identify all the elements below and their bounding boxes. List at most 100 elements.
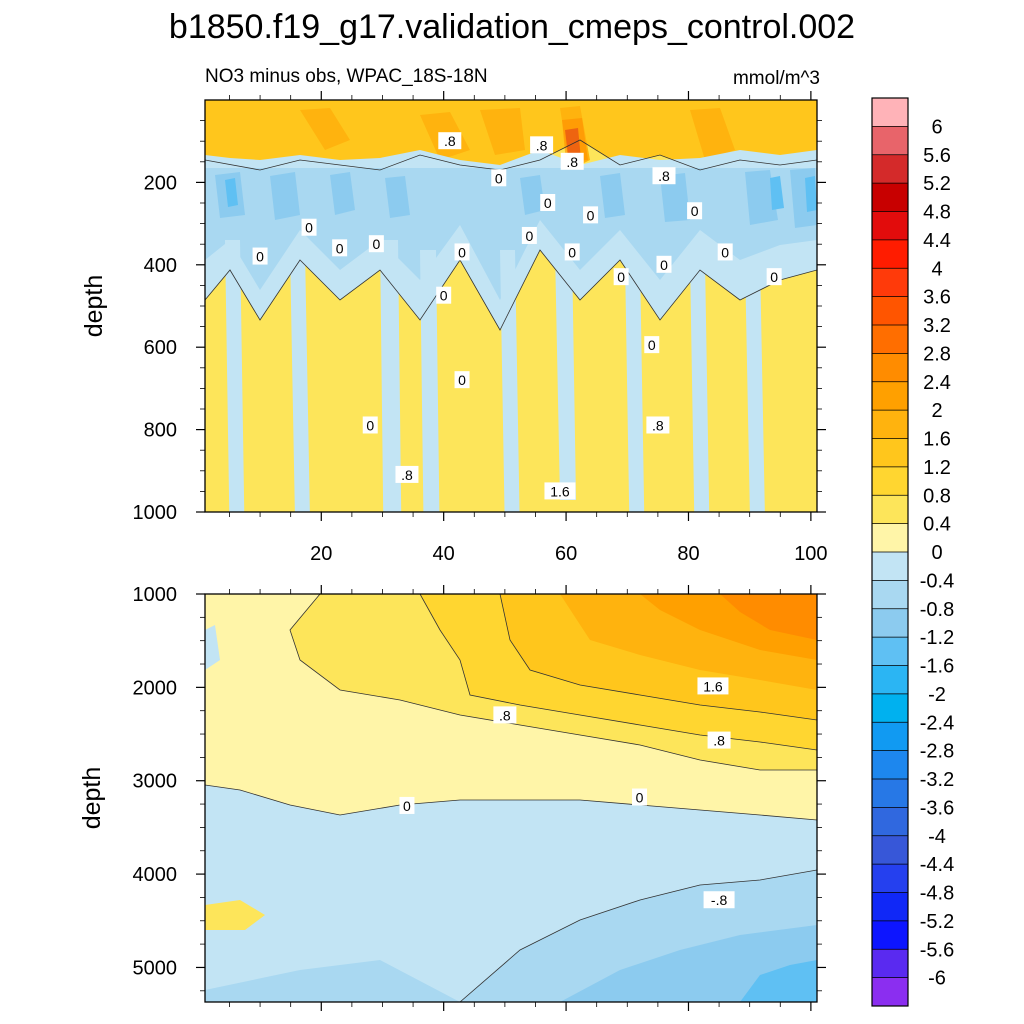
contour-label-text: .8 [499,707,511,723]
colorbar-label: 3.6 [923,287,951,309]
lower-contour-label: -.8 [703,891,735,909]
upper-contour-label: 0 [564,243,580,261]
colorbar-swatch [872,580,908,610]
lower-contour-labels: 1.6 .8 .8 0 0 -.8 [399,677,735,909]
upper-xtick-label: 20 [310,543,332,565]
contour-label-text: -.8 [711,892,728,908]
contour-label-bg [544,482,576,500]
contour-label-text: 0 [568,244,576,260]
colorbar-swatch [872,154,908,184]
colorbar-swatch [872,268,908,298]
colorbar-label: -2.4 [920,712,954,734]
upper-contour-label: 0 [368,235,384,253]
contour-label-bg [632,788,648,806]
colorbar-label: 4 [931,258,942,280]
colorbar-label: -4 [928,826,946,848]
colorbar-swatch [872,552,908,581]
upper-panel: .8 .8 .8 .8 0 0 0 0 0 0 0 0 0 0 0 0 0 0 0 0 0 0 0 .8 .8 1.6 20 40 6… [80,91,828,565]
contour-label-bg [454,243,470,261]
colorbar-swatch [872,835,908,865]
colorbar: 6 5.6 5.2 4.8 4.4 4 3.6 3.2 2.8 2.4 2 1.6 1.2 0.8 0.4 0… [871,97,954,1007]
lower-ytick-label: 1000 [133,584,178,606]
colorbar-label: -6 [928,968,946,990]
contour-label-bg [583,206,599,224]
upper-ytick-label: 800 [144,420,177,442]
contour-label-bg [613,268,629,286]
colorbar-swatch [872,779,908,808]
contour-label-text: 0 [458,244,466,260]
colorbar-swatch [872,807,908,837]
colorbar-label: 0.4 [923,514,951,536]
contour-label-text: 1.6 [550,483,570,499]
colorbar-label: 2 [931,400,942,422]
colorbar-swatch [872,608,908,638]
contour-label-text: 0 [636,790,644,806]
contour-label-text: 0 [587,207,595,223]
contour-label-bg [438,132,462,150]
colorbar-swatch [872,325,908,354]
upper-contour-label: 0 [301,218,317,236]
upper-contour-label: .8 [530,136,554,154]
colorbar-swatch [872,239,908,269]
contour-label-text: .8 [401,467,413,483]
colorbar-swatch [872,495,908,525]
upper-contour-label: 0 [436,286,452,304]
colorbar-swatch [872,949,908,979]
contour-label-bg [560,152,584,170]
contour-label-bg [766,268,782,286]
colorbar-swatch [872,381,908,411]
colorbar-label: -5.2 [920,911,954,933]
colorbar-swatch [872,410,908,439]
colorbar-label: -0.8 [920,599,954,621]
upper-ylabel: depth [80,275,108,338]
upper-contour-label: 0 [717,243,733,261]
colorbar-swatch [872,296,908,326]
upper-contour-label: 0 [332,239,348,257]
contour-label-text: 0 [372,236,380,252]
colorbar-swatch [872,892,908,922]
contour-label-bg [301,218,317,236]
colorbar-label: 1.2 [923,457,951,479]
contour-label-text: 0 [305,220,313,236]
colorbar-label: -3.6 [920,797,954,819]
upper-contour-label: 0 [644,336,660,354]
contour-label-bg [687,202,703,220]
colorbar-label: 1.6 [923,429,951,451]
colorbar-label: -1.2 [920,627,954,649]
contour-label-text: 0 [495,170,503,186]
colorbar-swatch [872,864,908,893]
colorbar-label: 5.6 [923,145,951,167]
contour-label-bg [493,706,517,724]
contour-label-bg [399,796,415,814]
contour-label-text: 0 [256,249,264,265]
colorbar-label: 0 [931,542,942,564]
upper-contour-label: .8 [652,167,676,185]
upper-contour-label: 0 [687,202,703,220]
lower-ytick-label: 4000 [133,864,178,886]
contour-label-bg [644,336,660,354]
lower-field [205,594,817,1002]
contour-label-bg [703,891,735,909]
contour-label-text: 0 [648,337,656,353]
contour-label-bg [252,247,268,265]
lower-contour-label: 1.6 [697,677,729,695]
colorbar-label: -2.8 [920,741,954,763]
upper-contour-label: 0 [540,194,556,211]
upper-contour-label: 0 [362,416,378,434]
contour-label-bg [697,677,729,695]
upper-contour-label: 0 [491,169,507,187]
contour-label-bg [436,286,452,304]
contour-label-text: 0 [617,269,625,285]
chart-subtitle: NO3 minus obs, WPAC_18S-18N [205,66,488,87]
colorbar-swatch [872,353,908,383]
upper-contour-label: 0 [521,226,537,244]
contour-label-bg [491,169,507,187]
colorbar-label: 2.8 [923,343,951,365]
colorbar-label: 4.8 [923,202,951,224]
lower-ytick-label: 3000 [133,771,178,793]
contour-label-bg [646,416,670,434]
contour-label-text: 0 [336,240,344,256]
colorbar-label: 5.2 [923,173,951,195]
upper-xtick-label: 80 [677,543,699,565]
